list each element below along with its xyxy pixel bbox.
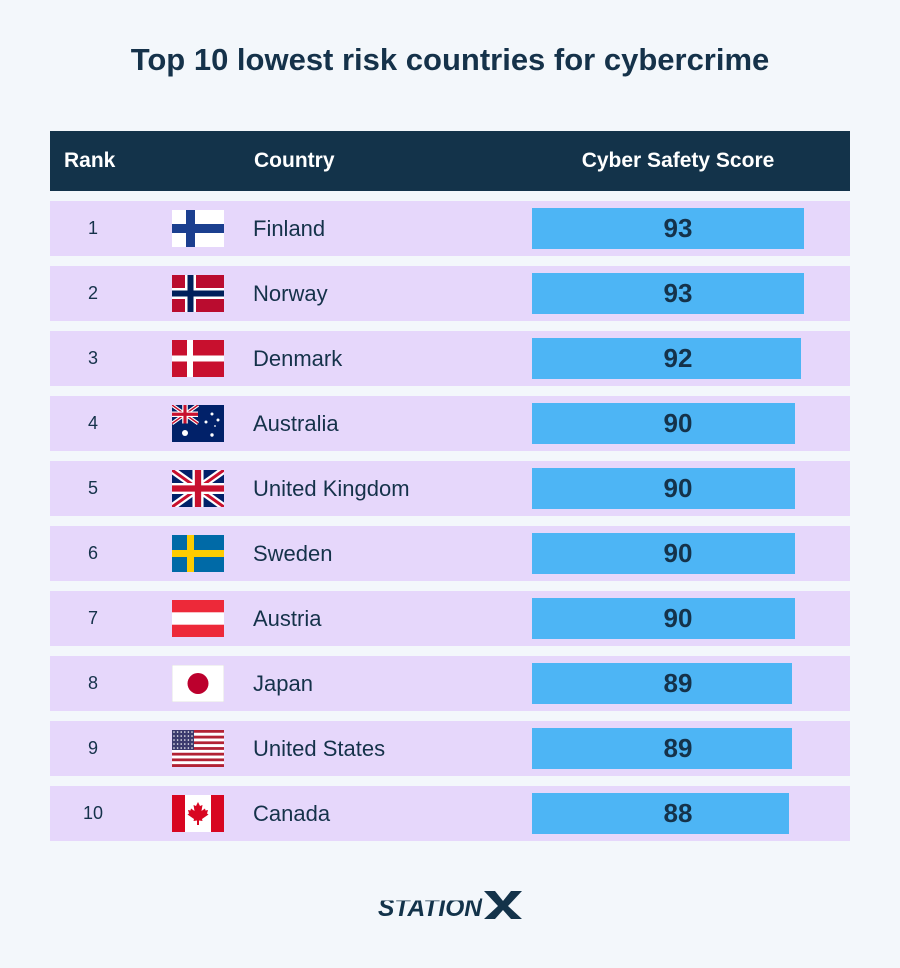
rank-cell: 3: [87, 348, 98, 368]
rank-cell: 2: [87, 283, 98, 303]
canada-flag-icon: [172, 795, 224, 832]
table-row: 5 United Kingdom 90: [50, 461, 850, 516]
table-row: 1 Finland 93: [50, 201, 850, 256]
header-country: Country: [254, 149, 335, 172]
rank-cell: 9: [87, 738, 98, 758]
stationx-logo: STATION: [378, 891, 522, 922]
score-value: 90: [663, 408, 693, 438]
country-name: Denmark: [253, 346, 343, 371]
country-name: Finland: [253, 216, 326, 241]
score-bar: [532, 338, 801, 379]
australia-flag-icon: [172, 405, 224, 442]
country-name: United States: [253, 736, 386, 761]
country-name: Austria: [253, 606, 322, 631]
rank-cell: 4: [87, 413, 98, 433]
score-value: 92: [663, 343, 693, 373]
table-body: 1 Finland 93 2 Norway 93 3 Denmark 92 4 Australia 9…: [50, 201, 850, 841]
country-name: Sweden: [253, 541, 333, 566]
score-bar: [532, 728, 792, 769]
ranking-table: Rank Country Cyber Safety Score 1 Finland…: [50, 131, 850, 851]
table-row: 9 United States 89: [50, 721, 850, 776]
table-row: 4 Australia 90: [50, 396, 850, 451]
country-name: United Kingdom: [253, 476, 410, 501]
uk-flag-icon: [172, 470, 224, 507]
score-bar: [532, 273, 804, 314]
country-name: Australia: [253, 411, 339, 436]
japan-flag-icon: [172, 665, 224, 702]
usa-flag-icon: [172, 730, 224, 767]
rank-cell: 8: [87, 673, 98, 693]
rank-cell: 7: [87, 608, 98, 628]
denmark-flag-icon: [172, 340, 224, 377]
country-name: Canada: [253, 801, 331, 826]
rank-cell: 10: [82, 803, 104, 823]
header-rank: Rank: [64, 149, 116, 172]
score-value: 90: [663, 603, 693, 633]
table-row: 10 Canada 88: [50, 786, 850, 841]
table-row: 8 Japan 89: [50, 656, 850, 711]
table-row: 3 Denmark 92: [50, 331, 850, 386]
score-bar: [532, 598, 795, 639]
score-value: 93: [663, 213, 693, 243]
finland-flag-icon: [172, 210, 224, 247]
score-bar: [532, 208, 804, 249]
score-bar: [532, 533, 795, 574]
country-name: Norway: [253, 281, 328, 306]
score-value: 93: [663, 278, 693, 308]
page-title: Top 10 lowest risk countries for cybercr…: [130, 42, 770, 77]
rank-cell: 6: [87, 543, 98, 563]
table-row: 7 Austria 90: [50, 591, 850, 646]
header-score: Cyber Safety Score: [581, 149, 775, 172]
score-value: 90: [663, 473, 693, 503]
score-bar: [532, 793, 789, 834]
score-bar: [532, 468, 795, 509]
table-row: 2 Norway 93: [50, 266, 850, 321]
score-value: 89: [663, 733, 693, 763]
score-bar: [532, 403, 795, 444]
table-row: 6 Sweden 90: [50, 526, 850, 581]
score-value: 90: [663, 538, 693, 568]
table-header: Rank Country Cyber Safety Score: [50, 131, 850, 191]
score-value: 89: [663, 668, 693, 698]
rank-cell: 5: [87, 478, 98, 498]
sweden-flag-icon: [172, 535, 224, 572]
score-value: 88: [663, 798, 693, 828]
score-bar: [532, 663, 792, 704]
austria-flag-icon: [172, 600, 224, 637]
country-name: Japan: [253, 671, 313, 696]
rank-cell: 1: [87, 218, 98, 238]
norway-flag-icon: [172, 275, 224, 312]
